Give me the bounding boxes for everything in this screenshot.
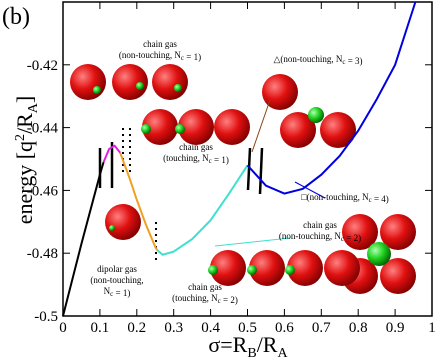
y-label-part: ] bbox=[12, 96, 37, 103]
y-tick-label: -0.44 bbox=[27, 121, 59, 137]
y-axis-label: energy [q2/RA] bbox=[12, 96, 41, 225]
x-tick-label: 0.9 bbox=[386, 320, 405, 336]
x-label-sub: B bbox=[247, 346, 256, 361]
annotation-text: (non-touching, bbox=[90, 275, 143, 285]
annotation: chain gas bbox=[188, 282, 222, 292]
annotation-sub: c bbox=[181, 54, 184, 62]
x-label-sub: A bbox=[277, 346, 288, 361]
annotation-text: = 1) bbox=[184, 52, 201, 62]
y-tick-label: -0.48 bbox=[27, 246, 58, 262]
series-line bbox=[156, 164, 249, 256]
x-label-part: /R bbox=[257, 332, 278, 357]
y-tick-label: -0.5 bbox=[34, 309, 58, 325]
annotation: □(non-touching, Nc = 4) bbox=[301, 192, 389, 204]
series-line bbox=[246, 1, 417, 195]
x-tick-label: 0.6 bbox=[275, 320, 294, 336]
annotation-sub: c bbox=[342, 58, 345, 66]
series-line bbox=[119, 152, 158, 251]
y-tick-label: -0.42 bbox=[27, 58, 58, 74]
x-axis-label: σ=RB/RA bbox=[208, 332, 288, 361]
panel-label: (b) bbox=[2, 4, 30, 30]
annotation-text: N bbox=[104, 286, 111, 296]
annotation-text: (touching, N bbox=[163, 153, 209, 163]
x-tick-label: 0.1 bbox=[91, 320, 110, 336]
annotation-text: (touching, N bbox=[172, 293, 218, 303]
y-label-part: /R bbox=[12, 113, 37, 134]
annotations: chain gas(non-touching, Nc = 1) △(non-tou… bbox=[90, 39, 388, 305]
annotation-text: chain gas bbox=[188, 282, 222, 292]
annotation: chain gas bbox=[179, 142, 213, 152]
annotation: chain gas bbox=[303, 220, 337, 230]
series-line bbox=[62, 161, 105, 317]
annotation-text: = 1) bbox=[113, 288, 130, 298]
annotation-text: = 4) bbox=[372, 194, 389, 204]
annotation-text: = 3) bbox=[345, 56, 362, 66]
annotation-text: □(non-touching, N bbox=[301, 192, 369, 202]
annotation: (non-touching, Nc = 2) bbox=[279, 231, 361, 243]
annotation: (touching, Nc = 2) bbox=[172, 293, 238, 305]
series-line bbox=[102, 144, 121, 163]
x-tick-label: 0.5 bbox=[238, 320, 257, 336]
x-tick-label: 0.3 bbox=[164, 320, 183, 336]
annotation: chain gas bbox=[143, 39, 177, 49]
x-tick-label: 0.8 bbox=[349, 320, 368, 336]
annotation-text: = 1) bbox=[212, 155, 229, 165]
annotation: (touching, Nc = 1) bbox=[163, 153, 229, 165]
annotation-sub: c bbox=[341, 235, 344, 243]
annotation-sub: c bbox=[209, 157, 212, 165]
annotation-text: = 2) bbox=[221, 295, 238, 305]
markers bbox=[98, 99, 326, 262]
x-tick-label: 0.7 bbox=[312, 320, 331, 336]
annotation: △(non-touching, Nc = 3) bbox=[273, 54, 362, 66]
y-label-sup: 2 bbox=[13, 134, 28, 141]
y-tick-label: -0.46 bbox=[27, 183, 59, 199]
annotation-sub: c bbox=[218, 297, 221, 305]
x-tick-label: 0.2 bbox=[127, 320, 146, 336]
annotation-text: (non-touching, N bbox=[119, 50, 181, 60]
annotation-text: chain gas bbox=[303, 220, 337, 230]
annotation: Nc = 1) bbox=[104, 286, 131, 298]
x-tick-label: 0 bbox=[59, 320, 67, 336]
annotation: dipolar gas bbox=[97, 264, 137, 274]
annotation-text: chain gas bbox=[179, 142, 213, 152]
annotation-text: (non-touching, N bbox=[279, 231, 341, 241]
annotation-sub: c bbox=[369, 196, 372, 204]
annotation: (non-touching, Nc = 1) bbox=[119, 50, 201, 62]
x-tick-label: 0.4 bbox=[201, 320, 220, 336]
y-label-part: energy [q bbox=[12, 141, 37, 224]
annotation-sub: c bbox=[110, 290, 113, 298]
y-label-sub: A bbox=[26, 102, 41, 113]
annotation: (non-touching, bbox=[90, 275, 143, 285]
x-label-part: σ=R bbox=[208, 332, 247, 357]
annotation-text: dipolar gas bbox=[97, 264, 137, 274]
annotation-text: = 2) bbox=[344, 233, 361, 243]
x-tick-label: 1 bbox=[428, 320, 436, 336]
illustrations bbox=[70, 64, 416, 294]
annotation-text: △(non-touching, N bbox=[273, 54, 342, 64]
annotation-text: chain gas bbox=[143, 39, 177, 49]
